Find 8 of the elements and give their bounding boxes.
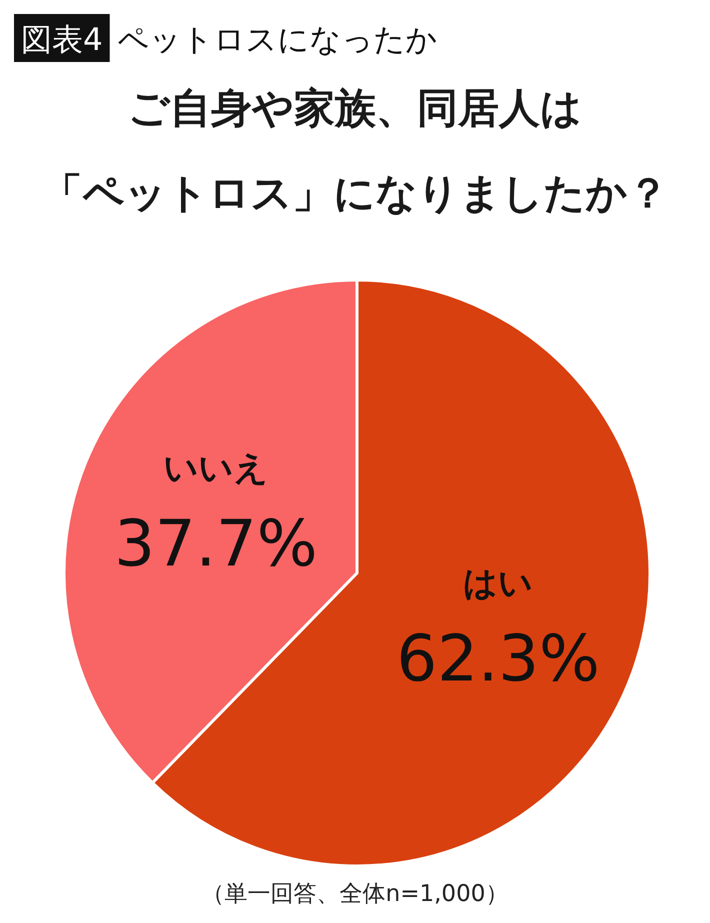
chart-title: ペットロスになったか: [118, 22, 438, 58]
slice-label: いいえ: [163, 448, 268, 489]
figure-badge: 図表4: [14, 14, 110, 62]
data-label: 62.3%: [396, 622, 600, 696]
slice-label: はい: [463, 563, 534, 604]
text: （単一回答、全体n=1,000）: [202, 881, 508, 907]
chart-subtitle: ご自身や家族、同居人は「ペットロス」になりましたか？: [42, 84, 668, 217]
data-label: 37.7%: [114, 508, 318, 582]
